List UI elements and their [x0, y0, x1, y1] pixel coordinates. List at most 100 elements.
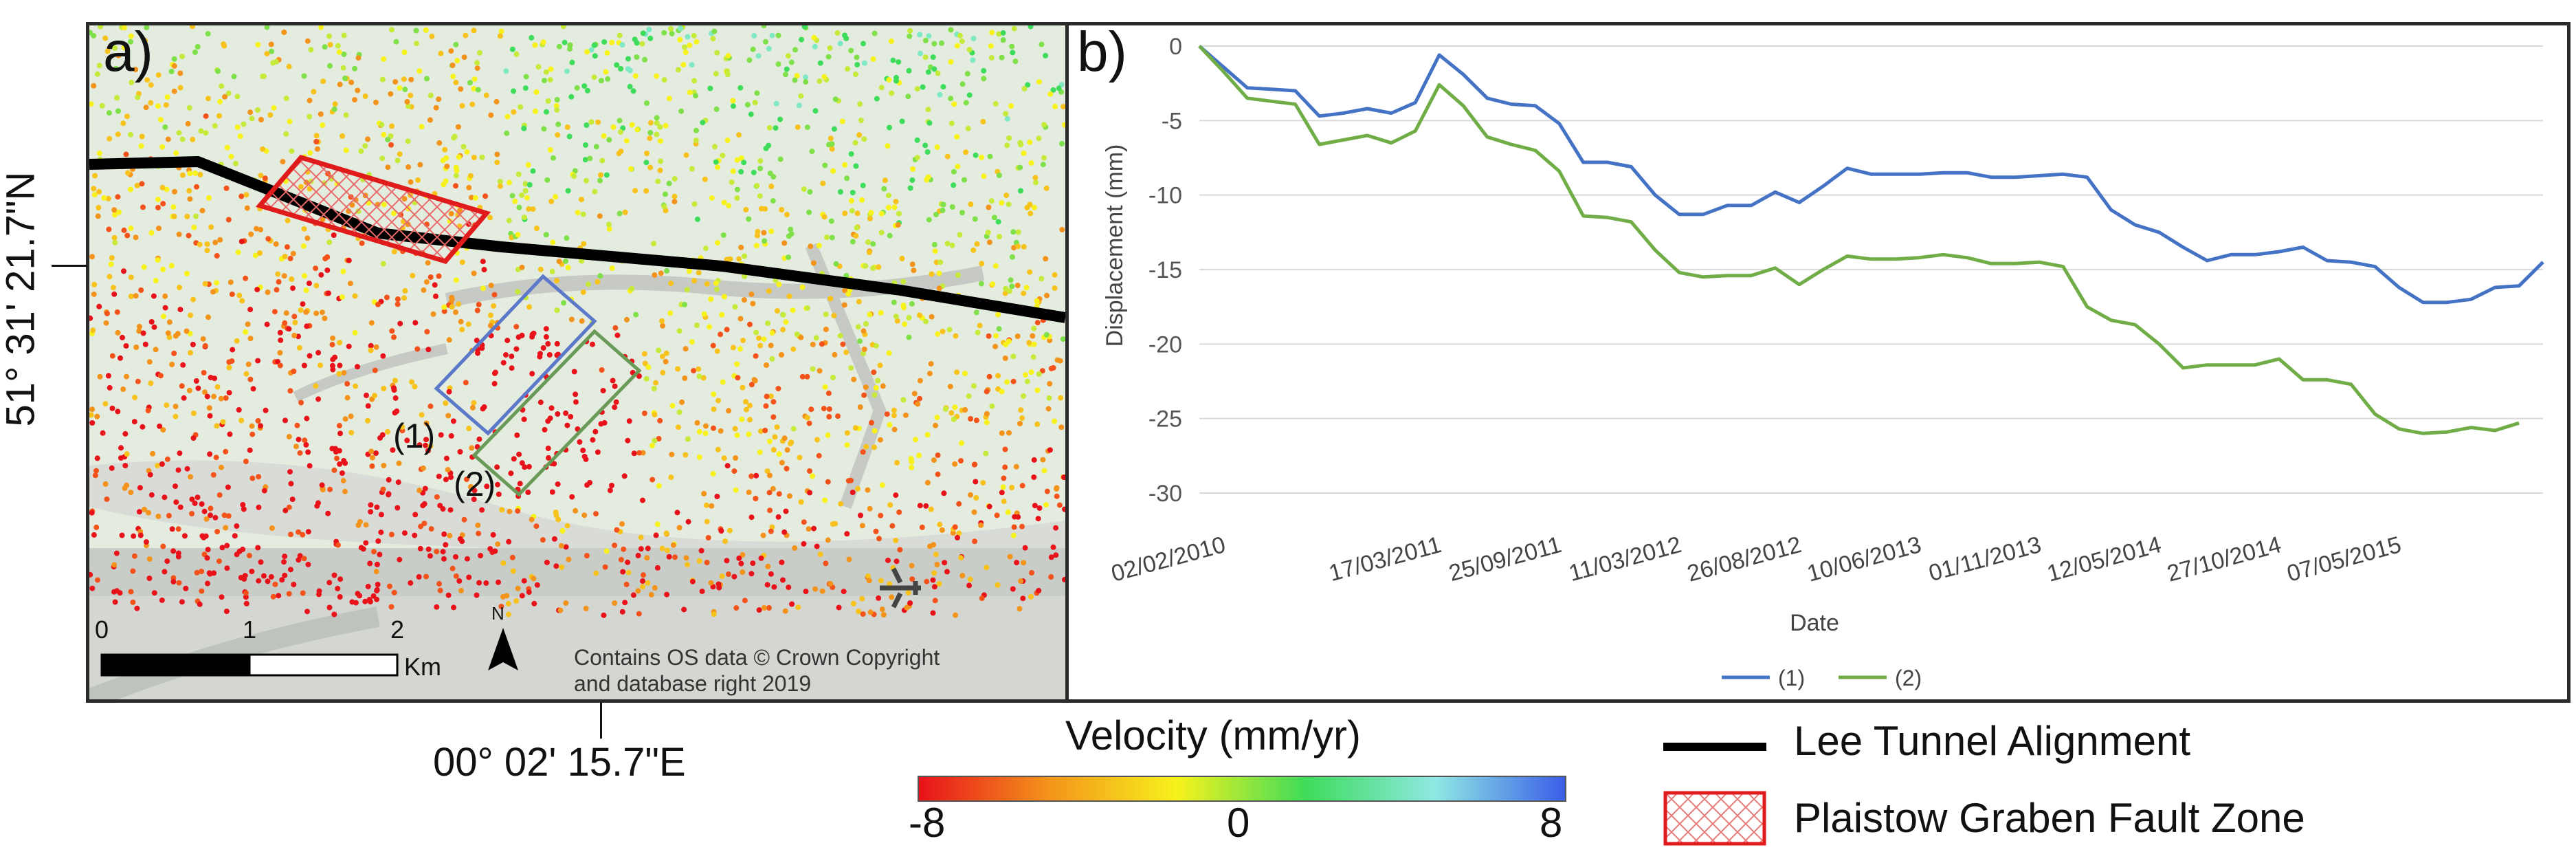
ps-point	[401, 50, 408, 55]
ps-point	[169, 526, 175, 532]
ps-point	[812, 586, 819, 592]
ps-point	[386, 491, 392, 497]
ps-point	[988, 198, 995, 204]
ps-point	[699, 588, 705, 594]
ps-point	[788, 59, 795, 65]
ps-point	[335, 542, 341, 548]
ps-point	[125, 170, 131, 176]
ps-point	[946, 327, 953, 333]
ps-point	[887, 232, 893, 239]
ps-point	[870, 56, 876, 62]
fault-legend-swatch	[1663, 791, 1766, 846]
ps-point	[461, 516, 467, 523]
ps-point	[959, 573, 966, 578]
ps-point	[931, 584, 937, 590]
ps-point	[785, 53, 791, 59]
ps-point	[329, 342, 335, 348]
ps-point	[1034, 298, 1040, 304]
ps-point	[590, 437, 596, 443]
ps-point	[837, 333, 843, 339]
ps-point	[1052, 103, 1058, 109]
ps-point	[453, 309, 458, 316]
ps-point	[265, 578, 271, 585]
ps-point	[214, 529, 221, 535]
ps-point	[1052, 285, 1058, 291]
ps-point	[786, 293, 792, 299]
ps-point	[891, 299, 897, 305]
ps-point	[1015, 243, 1021, 250]
ps-point	[714, 50, 720, 56]
ps-point	[1026, 340, 1032, 346]
ps-point	[507, 179, 512, 186]
ps-point	[725, 53, 731, 59]
ps-point	[1013, 463, 1019, 470]
ps-point	[469, 445, 475, 451]
ps-point	[852, 72, 858, 77]
ps-point	[537, 353, 543, 360]
ps-point	[287, 567, 293, 573]
ps-point	[767, 438, 773, 444]
ps-point	[933, 212, 939, 217]
ps-point	[287, 388, 293, 394]
ps-point	[771, 584, 777, 590]
ps-point	[970, 383, 977, 389]
ps-point	[300, 590, 306, 596]
ps-point	[811, 34, 817, 41]
ps-point	[365, 403, 371, 409]
tunnel-legend-label: Lee Tunnel Alignment	[1794, 718, 2191, 764]
ps-point	[430, 311, 436, 317]
ps-point	[857, 338, 863, 345]
ps-point	[415, 177, 421, 183]
ps-point	[924, 149, 931, 155]
ps-point	[151, 590, 157, 596]
ps-point	[281, 30, 287, 35]
ps-point	[579, 258, 585, 264]
ps-point	[436, 273, 442, 279]
ps-point	[233, 160, 239, 166]
ps-point	[569, 494, 575, 500]
ps-point	[823, 560, 829, 567]
ps-point	[604, 50, 610, 56]
ps-point	[693, 127, 699, 133]
ps-point	[986, 373, 992, 380]
ps-point	[792, 77, 798, 83]
ps-point	[663, 358, 669, 364]
ps-point	[450, 74, 456, 80]
ps-point	[377, 551, 383, 558]
airport-icon	[880, 567, 921, 609]
ps-point	[992, 263, 999, 269]
ps-point	[764, 362, 770, 368]
ps-point	[412, 512, 419, 518]
ps-point	[553, 194, 559, 200]
ps-point	[429, 33, 435, 39]
ps-point	[748, 514, 755, 521]
lee-tunnel-line	[89, 156, 1065, 323]
ps-point	[277, 362, 283, 369]
ps-point	[414, 41, 419, 47]
ps-point	[499, 507, 505, 513]
ps-point	[258, 423, 263, 429]
ps-point	[202, 342, 208, 349]
ps-point	[423, 420, 430, 426]
ps-point	[689, 339, 695, 345]
ps-point	[495, 541, 501, 547]
ps-point	[656, 436, 662, 441]
ps-point	[709, 503, 715, 509]
ps-point	[627, 83, 633, 89]
ps-point	[622, 209, 628, 215]
ps-point	[618, 556, 624, 562]
ps-point	[404, 437, 410, 444]
ps-point	[305, 449, 311, 455]
ps-point	[937, 91, 943, 98]
ps-point	[239, 298, 245, 304]
ps-point	[438, 432, 444, 438]
ps-point	[1004, 379, 1010, 385]
ps-point	[676, 67, 681, 73]
ps-point	[159, 597, 165, 603]
ps-point	[118, 445, 124, 451]
ps-point	[979, 154, 985, 160]
ps-point	[353, 383, 359, 389]
ps-point	[143, 539, 149, 545]
ps-point	[120, 334, 125, 340]
ps-point	[230, 347, 236, 353]
